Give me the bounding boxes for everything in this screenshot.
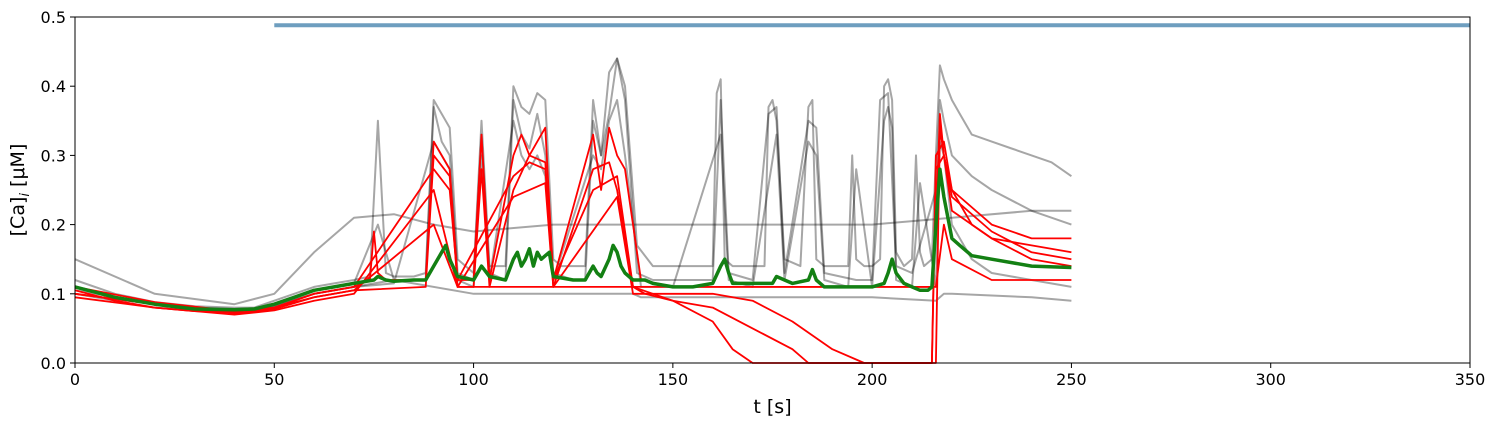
y-tick-label: 0.0 (41, 354, 66, 373)
black-trace-3 (74, 209, 1072, 306)
y-axis-label: [Ca]i [μM] (7, 144, 33, 237)
black-trace-1 (74, 57, 1072, 310)
x-tick-label: 100 (458, 370, 489, 389)
x-tick-label: 50 (264, 370, 284, 389)
red-trace-1 (74, 140, 1072, 364)
x-tick-label: 0 (70, 370, 80, 389)
x-tick-label: 150 (658, 370, 689, 389)
red-trace-2 (74, 126, 1072, 364)
y-axis-label-unit: [μM] (7, 144, 29, 193)
black-trace-0 (74, 57, 1072, 309)
mean-trace (74, 167, 1072, 312)
y-tick-label: 0.1 (41, 285, 66, 304)
red-trace-0 (74, 113, 1072, 314)
x-axis: 0 50 100 150 200 250 300 350 (70, 363, 1485, 389)
x-axis-label: t [s] (753, 396, 791, 418)
y-tick-label: 0.2 (41, 216, 66, 235)
x-tick-label: 250 (1056, 370, 1087, 389)
y-tick-label: 0.5 (41, 8, 66, 27)
x-tick-label: 200 (857, 370, 888, 389)
y-axis-label-main: [Ca] (7, 197, 29, 237)
traces-layer (74, 23, 1470, 364)
y-axis: 0.0 0.1 0.2 0.3 0.4 0.5 (41, 8, 75, 373)
y-axis-label-subscript: i (18, 193, 33, 197)
y-tick-label: 0.4 (41, 77, 66, 96)
red-trace-3 (74, 154, 1072, 364)
plot-frame (74, 16, 1471, 364)
x-tick-label: 300 (1255, 370, 1286, 389)
y-tick-label: 0.3 (41, 146, 66, 165)
x-tick-label: 350 (1455, 370, 1486, 389)
